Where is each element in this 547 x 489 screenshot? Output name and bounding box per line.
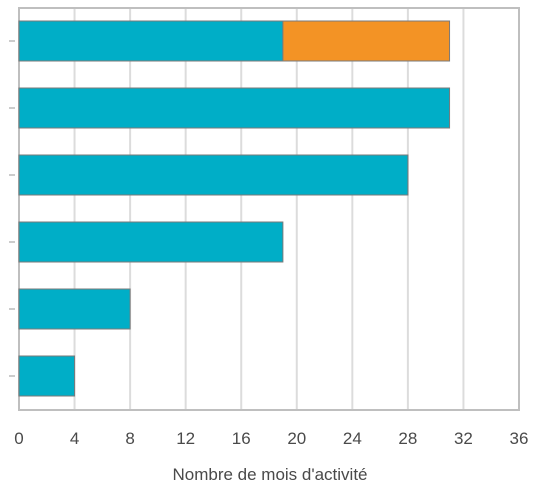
y-axis-ticks: [9, 40, 15, 377]
x-tick-label: 28: [398, 429, 417, 448]
bar-series-1: [18, 154, 409, 196]
bar-series-1: [18, 221, 284, 263]
x-tick-label: 0: [14, 429, 23, 448]
x-tick-label: 12: [176, 429, 195, 448]
x-tick-label: 36: [510, 429, 529, 448]
bar-series-1: [18, 355, 76, 397]
x-tick-label: 24: [343, 429, 362, 448]
bar-series-1: [18, 87, 451, 129]
gridlines: [73, 8, 465, 410]
bar-series-1: [18, 20, 284, 62]
bar-series-1: [18, 288, 131, 330]
x-tick-label: 8: [125, 429, 134, 448]
x-tick-label: 16: [232, 429, 251, 448]
x-tick-label: 20: [287, 429, 306, 448]
x-axis-title: Nombre de mois d'activité: [172, 465, 367, 484]
bar-series-2: [282, 20, 451, 62]
bars: [18, 20, 451, 397]
plot-frame: [18, 7, 520, 411]
x-axis-labels: 0 4 8 12 16 20 24 28 32 36: [14, 429, 528, 448]
x-tick-label: 4: [70, 429, 79, 448]
x-tick-label: 32: [454, 429, 473, 448]
